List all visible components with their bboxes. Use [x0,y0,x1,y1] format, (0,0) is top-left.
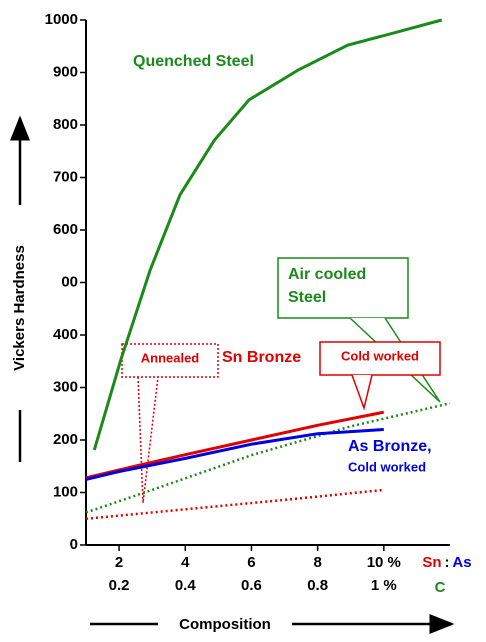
air-cooled-box [277,257,409,319]
annealed-box [121,343,219,378]
y-tick-label: 400 [53,326,78,343]
annotation: Quenched Steel [133,53,254,70]
series-line [85,488,384,521]
annotation: Sn Bronze [222,349,301,366]
x-tick-label: 2 [115,554,123,571]
callouts [121,257,441,504]
series-line [85,428,384,481]
x-tick-label: 6 [247,554,255,571]
annotation: Cold worked [348,459,426,474]
y-tick-label: 900 [53,63,78,80]
y-tick-label: 200 [53,431,78,448]
annealed-pointer [137,376,159,504]
x2-tick-label: 0.4 [175,577,197,594]
annotation: As Bronze, [348,438,432,455]
series-line [92,18,443,451]
axis-key: Sn [422,554,441,571]
x-tick-label: 8 [313,554,321,571]
annotation: Air cooled [288,266,366,283]
y-tick-label: 600 [53,221,78,238]
axis-key: As [452,554,471,571]
cold-worked-box [319,341,441,376]
y-axis-title: Vickers Hardness [11,245,28,371]
y-tick-label: 0 [70,536,78,553]
annotation: Cold worked [341,348,419,363]
annotation: Annealed [141,350,200,365]
x-tick-label: 4 [181,554,190,571]
axis-key: : [445,554,450,571]
y-tick-label: 1000 [45,11,78,28]
y-tick-label: 100 [53,483,78,500]
x-axis-title: Composition [179,616,271,633]
x2-tick-label: 1 % [371,577,397,594]
x2-tick-label: 0.2 [109,577,130,594]
axis-key: C [435,579,446,596]
y-tick-label: 300 [53,378,78,395]
annotation: Steel [288,289,326,306]
series-line [85,402,451,514]
cold-worked-pointer [351,374,373,411]
x2-tick-label: 0.6 [241,577,262,594]
x2-tick-label: 0.8 [307,577,328,594]
y-tick-label: 700 [53,168,78,185]
x-tick-label: 10 % [367,554,401,571]
y-tick-label: 800 [53,116,78,133]
y-tick-label: 00 [61,273,78,290]
series-line [85,410,385,480]
